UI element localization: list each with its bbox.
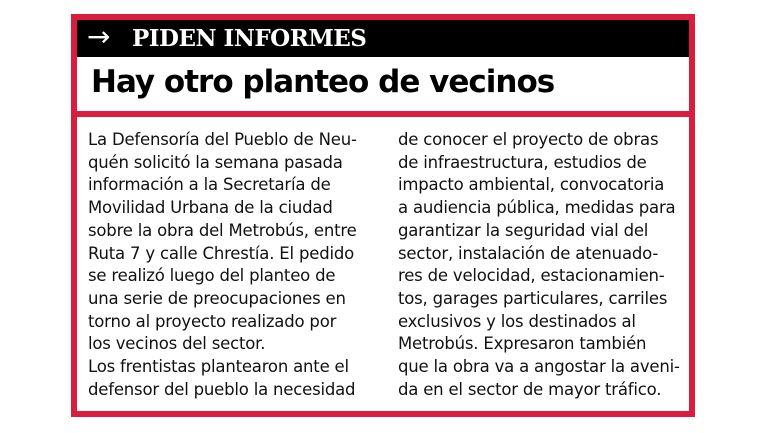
left-column: La Defensoría del Pueblo de Neu-quén sol…: [88, 129, 357, 401]
news-box: → PIDEN INFORMES Hay otro planteo de vec…: [71, 14, 695, 417]
arrow-right-icon: →: [87, 20, 111, 53]
text-line: quén solicitó la semana pasada: [88, 152, 343, 172]
text-line: una serie de preocupaciones en: [88, 288, 346, 308]
text-line: los vecinos del sector.: [88, 334, 266, 354]
text-line: da en el sector de mayor tráfico.: [398, 379, 662, 399]
text-line: Ruta 7 y calle Chrestía. El pedido: [88, 243, 355, 263]
text-line: Movilidad Urbana de la ciudad: [88, 198, 333, 218]
text-line: exclusivos y los destinados al: [398, 311, 636, 331]
text-line: sector, instalación de atenuado-: [398, 243, 659, 263]
headline: Hay otro planteo de vecinos: [91, 64, 555, 100]
text-line: a audiencia pública, medidas para: [398, 198, 676, 218]
text-line: Los frentistas plantearon ante el: [88, 357, 349, 377]
text-line: defensor del pueblo la necesidad: [88, 379, 356, 399]
text-line: impacto ambiental, convocatoria: [398, 175, 665, 195]
right-column: de conocer el proyecto de obras de infrae…: [398, 129, 680, 401]
text-line: torno al proyecto realizado por: [88, 311, 337, 331]
text-line: información a la Secretaría de: [88, 175, 331, 195]
kicker-bar: → PIDEN INFORMES: [77, 20, 689, 57]
text-line: res de velocidad, estacionamien-: [398, 266, 665, 286]
text-line: Metrobús. Expresaron también: [398, 334, 647, 354]
text-line: La Defensoría del Pueblo de Neu-: [88, 130, 357, 149]
text-line: garantizar la seguridad vial del: [398, 220, 649, 240]
text-line: de conocer el proyecto de obras: [398, 130, 659, 149]
text-line: se realizó luego del planteo de: [88, 266, 336, 286]
text-line: sobre la obra del Metrobús, entre: [88, 220, 357, 240]
divider: [77, 111, 689, 117]
kicker-text: PIDEN INFORMES: [132, 25, 367, 52]
text-line: que la obra va a angostar la aveni-: [398, 357, 680, 377]
text-line: de infraestructura, estudios de: [398, 152, 647, 172]
text-line: tos, garages particulares, carriles: [398, 288, 668, 308]
